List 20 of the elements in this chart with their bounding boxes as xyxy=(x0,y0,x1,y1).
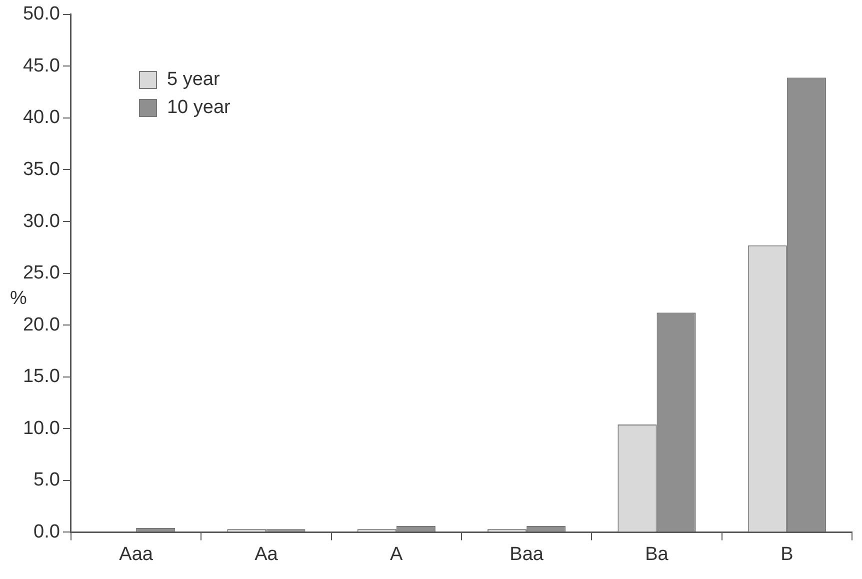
x-tick-label: Aaa xyxy=(119,544,154,565)
legend-label: 10 year xyxy=(166,97,230,120)
y-tick-label: 35.0 xyxy=(22,158,60,180)
x-tick-label: Baa xyxy=(510,544,544,565)
y-axis-title: % xyxy=(10,288,27,310)
y-tick-label: 20.0 xyxy=(22,314,60,336)
y-tick-label: 40.0 xyxy=(22,107,60,128)
y-tick-label: 45.0 xyxy=(22,55,60,76)
y-tick-label: 30.0 xyxy=(22,210,60,232)
x-tick-label: Ba xyxy=(645,544,669,565)
legend-label: 5 year xyxy=(166,69,220,92)
y-tick-label: 5.0 xyxy=(34,470,60,491)
x-tick-label: B xyxy=(780,544,794,565)
y-tick-label: 25.0 xyxy=(22,262,60,284)
x-tick-label: A xyxy=(390,544,404,565)
x-tick-label: Aa xyxy=(254,544,278,565)
y-tick-label: 0.0 xyxy=(34,521,60,542)
y-tick-label: 50.0 xyxy=(22,4,60,25)
y-tick-label: 15.0 xyxy=(22,366,60,388)
y-tick-label: 10.0 xyxy=(22,418,60,439)
